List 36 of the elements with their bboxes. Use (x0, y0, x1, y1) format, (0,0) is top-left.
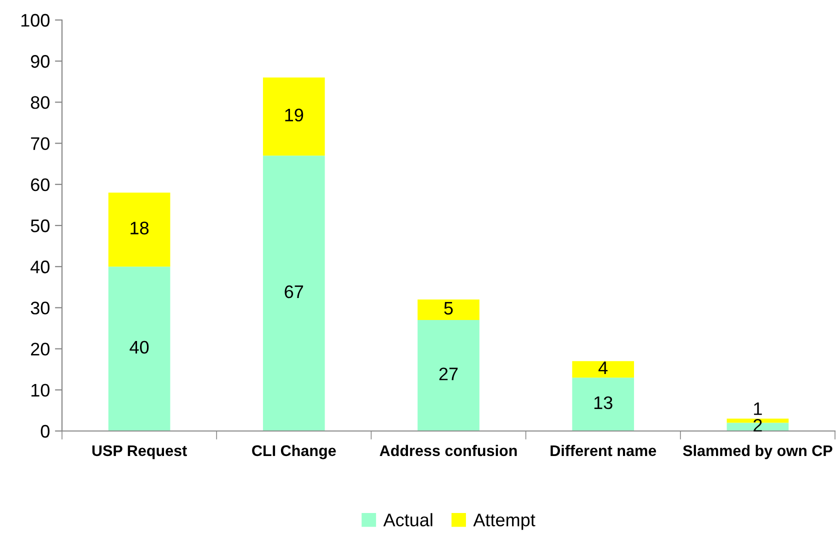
data-label: 18 (130, 222, 149, 234)
bar (418, 320, 480, 431)
x-tick-label: Different name (550, 444, 656, 456)
data-label: 5 (444, 302, 453, 315)
y-tick-label: 80 (30, 96, 50, 109)
data-label: 2 (754, 418, 762, 432)
legend-label: Actual (383, 513, 432, 526)
bar (418, 299, 480, 320)
y-tick-label: 50 (30, 219, 50, 232)
data-label: 40 (130, 340, 149, 354)
y-tick-label: 0 (40, 424, 50, 438)
bar (262, 156, 325, 431)
bar (108, 192, 170, 267)
y-tick-label: 20 (31, 342, 50, 356)
x-tick-label: CLI Change (252, 444, 336, 460)
bar (572, 361, 634, 378)
bar (108, 266, 170, 431)
data-label: 13 (594, 396, 612, 410)
y-tick-label: 60 (31, 178, 50, 192)
y-tick-label: 40 (30, 260, 50, 274)
data-label: 67 (284, 285, 304, 298)
bar (572, 378, 634, 431)
data-label: 1 (754, 402, 762, 415)
y-tick-label: 10 (31, 384, 50, 397)
y-tick-label: 30 (30, 302, 50, 314)
y-tick-label: 70 (31, 137, 50, 150)
data-label: 19 (285, 108, 304, 122)
legend-label: Attempt (473, 514, 536, 530)
x-tick-label: Slammed by own CP (683, 444, 832, 460)
x-tick-label: USP Request (92, 445, 187, 460)
data-label: 4 (598, 362, 608, 374)
x-tick-label: Address confusion (380, 444, 517, 456)
data-label: 27 (439, 368, 458, 380)
bar (262, 78, 325, 156)
y-tick-label: 90 (30, 55, 50, 68)
y-tick-label: 100 (21, 14, 50, 27)
